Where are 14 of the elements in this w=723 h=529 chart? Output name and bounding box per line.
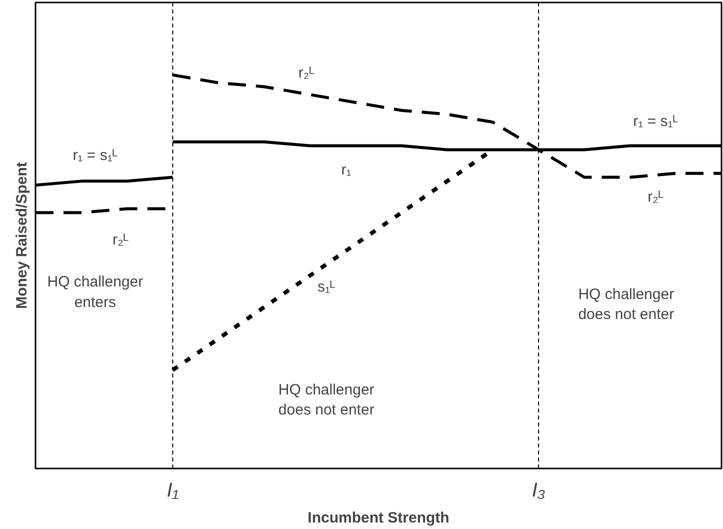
annotation: s₁ᴸ	[317, 278, 336, 296]
x-tick-label: I₃	[532, 480, 546, 502]
x-axis-title: Incumbent Strength	[308, 510, 450, 526]
annotation: r₁ = s₁ᴸ	[72, 146, 118, 164]
x-tick-label: I₁	[166, 480, 179, 502]
annotation: HQ challenger enters	[47, 274, 144, 312]
annotation: r₁	[341, 161, 352, 178]
annotation: HQ challenger does not enter	[278, 381, 374, 419]
y-axis-title: Money Raised/Spent	[14, 162, 30, 309]
annotation: r₂ᴸ	[298, 64, 315, 82]
annotation: HQ challenger does not enter	[578, 286, 674, 324]
annotation: r₂ᴸ	[112, 232, 129, 249]
annotation: r₂ᴸ	[648, 188, 664, 206]
annotation: r₁ = s₁ᴸ	[633, 112, 678, 130]
